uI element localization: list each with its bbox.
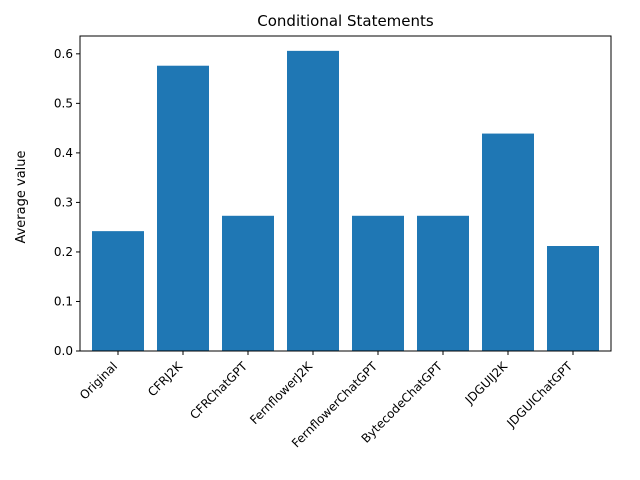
y-tick-label: 0.1 [54,294,73,308]
y-tick-label: 0.3 [54,195,73,209]
bar-original [92,231,144,351]
bar-jdguichatgpt [547,246,599,351]
y-tick-label: 0.0 [54,344,73,358]
y-axis-label: Average value [14,150,29,243]
bars-layer [92,50,599,351]
bar-jdguij2k [482,133,534,351]
bar-bytecodechatgpt [417,215,469,351]
y-tick-label: 0.5 [54,96,73,110]
y-tick-label: 0.2 [54,245,73,259]
bar-cfrj2k [157,65,209,351]
bar-fernflowerj2k [287,50,339,351]
y-tick-label: 0.4 [54,146,73,160]
plot-frame [79,35,612,352]
bar-cfrchatgpt [222,215,274,351]
y-tick-label: 0.6 [54,47,73,61]
chart-title: Conditional Statements [257,12,434,30]
bar-fernflowerchatgpt [352,215,404,351]
